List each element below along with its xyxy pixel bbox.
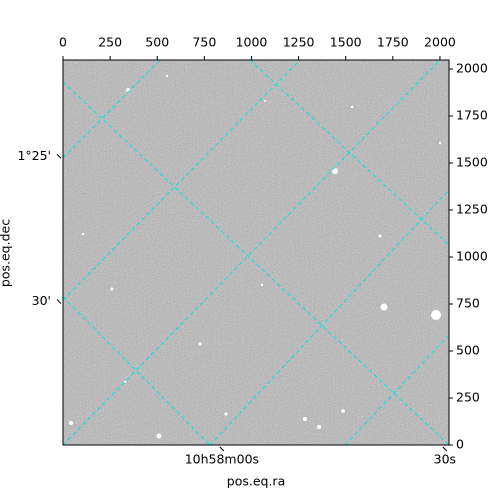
x-tick-label: 1750 (377, 35, 409, 50)
frame (62, 59, 450, 446)
x-tick-label: 1000 (236, 35, 268, 50)
x-tick-label: 250 (98, 35, 122, 50)
y-tick-label: 2000 (456, 61, 488, 76)
dec-tick (56, 299, 62, 304)
stars (69, 74, 442, 439)
dec-tick (56, 153, 62, 159)
y-axis-label: pos.eq.dec (0, 219, 13, 287)
image (62, 59, 450, 446)
x-tick-label: 1250 (283, 35, 315, 50)
dec-tick-label: 1°25' (17, 148, 51, 163)
ra-tick-label: 10h58m00s (185, 452, 259, 467)
ra-tick (442, 446, 448, 452)
coordinate-grid (63, 60, 449, 445)
x-tick-label: 750 (192, 35, 216, 50)
y-tick-label: 1000 (456, 249, 488, 264)
x-tick-label: 500 (145, 35, 169, 50)
y-tick-label: 0 (456, 437, 464, 452)
y-tick-label: 1750 (456, 108, 488, 123)
y-tick-label: 250 (456, 390, 480, 405)
ra-tick-label: 30s (434, 452, 456, 467)
dec-tick-label: 30' (32, 293, 51, 308)
y-tick-label: 1250 (456, 202, 488, 217)
y-tick-label: 750 (456, 296, 480, 311)
x-axis-label: pos.eq.ra (227, 474, 285, 489)
y-tick-label: 500 (456, 343, 480, 358)
ra-tick (219, 446, 225, 452)
x-tick-label: 1500 (330, 35, 362, 50)
y-tick-label: 1500 (456, 155, 488, 170)
x-tick-label: 2000 (424, 35, 456, 50)
x-tick-label: 0 (59, 35, 67, 50)
